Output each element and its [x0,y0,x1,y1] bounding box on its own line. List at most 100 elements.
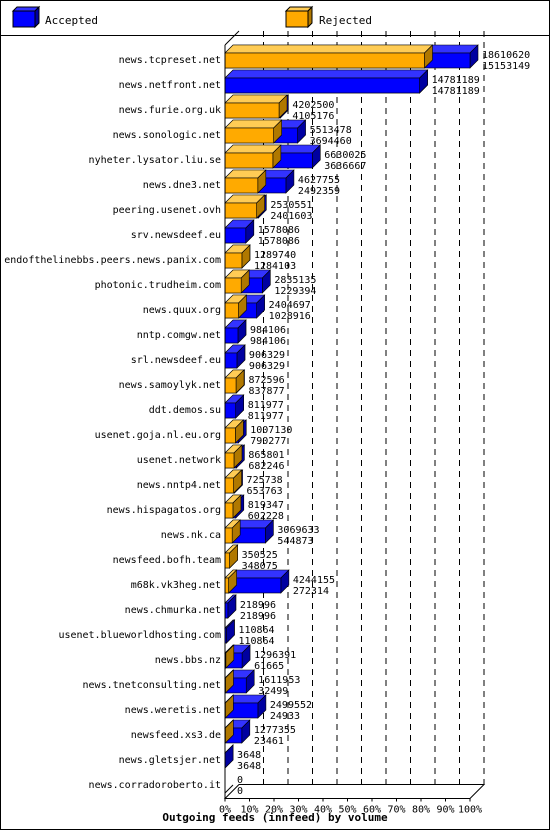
row-label: news.dne3.net [143,180,221,191]
row-label: srv.newsdeef.eu [131,230,221,241]
value-label-rejected: 0 [237,786,243,797]
value-label-accepted: 0 [237,775,243,786]
row-label: nyheter.lysator.liu.se [89,155,221,166]
value-label-rejected: 906329 [249,361,285,372]
legend-swatch-accepted [13,7,39,27]
row-label: news.tcpreset.net [119,55,221,66]
row-label: newsfeed.bofh.team [113,555,221,566]
x-tick-label: 100% [458,805,482,816]
value-label-accepted: 3648 [237,750,261,761]
value-label-accepted: 1277355 [254,725,296,736]
value-label-rejected: 4105176 [292,111,334,122]
row-label: newsfeed.xs3.de [131,730,221,741]
value-label-accepted: 4244155 [293,575,335,586]
value-label-rejected: 1284103 [254,261,296,272]
row-label: m68k.vk3heg.net [131,580,221,591]
value-label-accepted: 218996 [240,600,276,611]
row-label: news.netfront.net [119,80,221,91]
legend-label-rejected: Rejected [319,14,372,27]
value-label-rejected: 1028916 [269,311,311,322]
value-label-rejected: 32499 [258,686,288,697]
x-tick-label: 80% [412,805,430,816]
value-label-accepted: 110864 [238,625,274,636]
bar-rejected [225,170,266,193]
row-label: news.samoylyk.net [119,380,221,391]
value-label-rejected: 2492359 [298,186,340,197]
value-label-rejected: 14781189 [432,86,480,97]
value-label-accepted: 3069633 [277,525,319,536]
row-label: ddt.demos.su [149,405,221,416]
value-label-rejected: 1578086 [258,236,300,247]
value-label-accepted: 865801 [248,450,284,461]
value-label-accepted: 4202500 [292,100,334,111]
value-label-rejected: 23461 [254,736,284,747]
row-label: usenet.goja.nl.eu.org [95,430,221,441]
value-label-rejected: 837877 [248,386,284,397]
value-label-accepted: 2835135 [274,275,316,286]
value-label-accepted: 5513478 [310,125,352,136]
chart-title: Outgoing feeds (innfeed) by volume [162,811,388,824]
value-label-rejected: 3694460 [310,136,352,147]
value-label-rejected: 15153149 [482,61,530,72]
row-label: news.chmurka.net [125,605,221,616]
value-label-rejected: 110864 [238,636,274,647]
value-label-rejected: 24933 [270,711,300,722]
value-label-rejected: 3636667 [324,161,366,172]
row-label: peering.usenet.ovh [113,205,221,216]
value-label-accepted: 1007130 [250,425,292,436]
value-label-rejected: 653763 [247,486,283,497]
value-label-accepted: 872596 [248,375,284,386]
value-label-accepted: 4627755 [298,175,340,186]
row-label: news.quux.org [143,305,221,316]
row-label: news.nntp4.net [137,480,221,491]
row-label: usenet.blueworldhosting.com [58,630,221,641]
value-label-rejected: 218996 [240,611,276,622]
value-label-accepted: 2530551 [270,200,312,211]
value-label-rejected: 2401603 [270,211,312,222]
chart-floor [225,785,484,799]
legend-swatch-rejected [286,7,312,27]
value-label-accepted: 1578086 [258,225,300,236]
bar-rejected [225,145,281,168]
value-label-accepted: 1611953 [258,675,300,686]
row-label: news.furie.org.uk [119,105,221,116]
value-label-rejected: 61665 [254,661,284,672]
row-label: endofthelinebbs.peers.news.panix.com [4,255,221,266]
value-label-accepted: 906329 [249,350,285,361]
bar-rejected [225,95,287,118]
value-label-rejected: 3648 [237,761,261,772]
value-label-accepted: 18610620 [482,50,530,61]
bar-rejected [225,120,282,143]
value-label-accepted: 2499552 [270,700,312,711]
row-label: news.bbs.nz [155,655,221,666]
bar-rejected [225,195,265,218]
value-label-accepted: 350525 [242,550,278,561]
bar-rejected [225,45,432,68]
legend-label-accepted: Accepted [45,14,98,27]
x-tick-label: 90% [436,805,454,816]
value-label-accepted: 811977 [248,400,284,411]
value-label-rejected: 790277 [250,436,286,447]
row-label: news.tnetconsulting.net [83,680,221,691]
value-label-accepted: 1289740 [254,250,296,261]
value-label-rejected: 602228 [248,511,284,522]
value-label-accepted: 2404697 [269,300,311,311]
bar-accepted [225,70,428,93]
row-label: srl.newsdeef.eu [131,355,221,366]
value-label-rejected: 811977 [248,411,284,422]
value-label-rejected: 348075 [242,561,278,572]
value-label-accepted: 6630025 [324,150,366,161]
value-label-rejected: 984106 [250,336,286,347]
row-label: news.gletsjer.net [119,755,221,766]
value-label-accepted: 725738 [247,475,283,486]
value-label-rejected: 544873 [277,536,313,547]
row-label: news.nk.ca [161,530,221,541]
row-label: usenet.network [137,455,221,466]
bar-accepted [225,220,254,243]
value-label-accepted: 1296391 [254,650,296,661]
value-label-rejected: 1229394 [274,286,316,297]
row-label: news.corradoroberto.it [89,780,221,791]
row-label: nntp.comgw.net [137,330,221,341]
